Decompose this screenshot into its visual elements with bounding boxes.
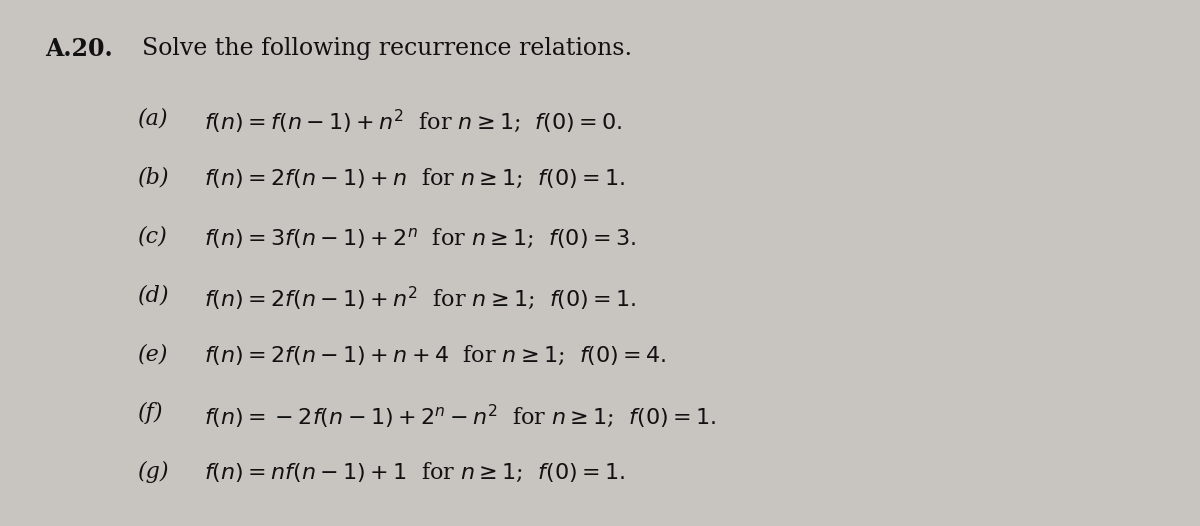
Text: (g): (g) — [138, 461, 169, 483]
Text: (d): (d) — [138, 285, 169, 307]
Text: (a): (a) — [138, 108, 168, 130]
Text: $f(n) = 2f(n-1) + n + 4$  for $n \geq 1$;  $f(0) = 4.$: $f(n) = 2f(n-1) + n + 4$ for $n \geq 1$;… — [204, 343, 666, 367]
Text: Solve the following recurrence relations.: Solve the following recurrence relations… — [127, 37, 632, 60]
Text: $f(n) = 2f(n-1) + n$  for $n \geq 1$;  $f(0) = 1.$: $f(n) = 2f(n-1) + n$ for $n \geq 1$; $f(… — [204, 167, 625, 190]
Text: A.20.: A.20. — [46, 37, 113, 61]
Text: $f(n) = -2f(n-1) + 2^n - n^2$  for $n \geq 1$;  $f(0) = 1.$: $f(n) = -2f(n-1) + 2^n - n^2$ for $n \ge… — [204, 402, 716, 430]
Text: $f(n) = nf(n-1) + 1$  for $n \geq 1$;  $f(0) = 1.$: $f(n) = nf(n-1) + 1$ for $n \geq 1$; $f(… — [204, 461, 625, 484]
Text: $f(n) = f(n-1) + n^2$  for $n \geq 1$;  $f(0) = 0.$: $f(n) = f(n-1) + n^2$ for $n \geq 1$; $f… — [204, 108, 623, 135]
Text: $f(n) = 2f(n-1) + n^2$  for $n \geq 1$;  $f(0) = 1.$: $f(n) = 2f(n-1) + n^2$ for $n \geq 1$; $… — [204, 285, 636, 312]
Text: $f(n) = 3f(n-1) + 2^n$  for $n \geq 1$;  $f(0) = 3.$: $f(n) = 3f(n-1) + 2^n$ for $n \geq 1$; $… — [204, 226, 636, 249]
Text: (f): (f) — [138, 402, 163, 424]
Text: (c): (c) — [138, 226, 168, 248]
Text: (b): (b) — [138, 167, 169, 189]
Text: (e): (e) — [138, 343, 168, 366]
